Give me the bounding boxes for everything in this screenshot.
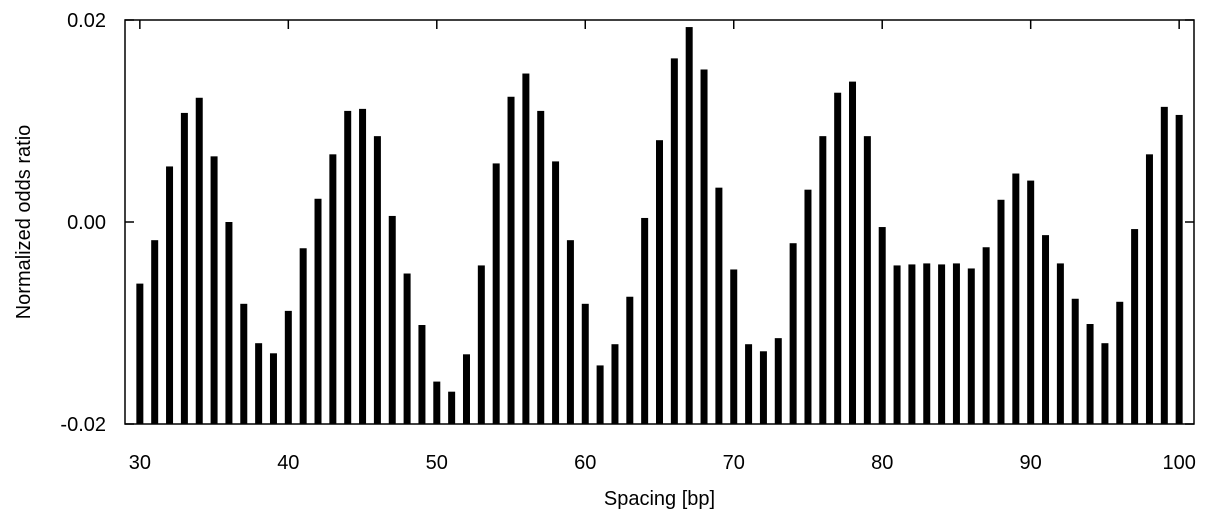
x-axis-title: Spacing [bp]: [604, 488, 715, 510]
bar-55: [507, 96, 515, 424]
bar-81: [893, 265, 901, 424]
bar-86: [967, 268, 975, 424]
bar-74: [789, 243, 797, 424]
bar-34: [195, 97, 203, 425]
bar-65: [656, 140, 663, 424]
bar-73: [774, 338, 782, 424]
bar-64: [641, 217, 649, 424]
bar-96: [1116, 301, 1124, 424]
bar-62: [611, 344, 619, 424]
bar-40: [284, 310, 292, 424]
bar-46: [373, 136, 381, 424]
y-axis-title: Normalized odds ratio: [13, 125, 35, 320]
bar-53: [477, 265, 485, 424]
x-tick-label-80: 80: [871, 452, 893, 474]
bar-89: [1012, 173, 1020, 424]
bar-83: [923, 263, 931, 424]
bar-77: [834, 92, 842, 424]
bar-85: [952, 263, 960, 424]
bar-41: [299, 248, 307, 424]
bar-69: [715, 187, 723, 424]
bar-70: [730, 269, 738, 424]
bar-38: [255, 343, 263, 424]
bar-42: [314, 198, 322, 424]
bar-48: [403, 273, 411, 424]
bar-68: [700, 69, 708, 425]
bar-35: [210, 156, 218, 424]
bar-30: [136, 283, 144, 424]
bar-50: [433, 381, 441, 424]
bars-group: [136, 27, 1183, 425]
bar-84: [938, 264, 946, 424]
bar-52: [462, 354, 470, 424]
y-tick-label-1: 0.00: [67, 212, 106, 234]
bar-97: [1131, 229, 1139, 424]
bar-31: [151, 240, 159, 424]
bar-58: [552, 161, 560, 424]
x-tick-label-30: 30: [129, 452, 151, 474]
bar-78: [849, 81, 857, 425]
bar-44: [344, 110, 352, 425]
tick-labels-group: 30 40 50 60 70 80 90 100 -0.02 0.00 0.02: [60, 10, 1195, 474]
bar-45: [359, 108, 367, 424]
x-tick-label-60: 60: [574, 452, 596, 474]
bar-60: [581, 303, 589, 424]
bar-98: [1145, 154, 1153, 424]
bar-99: [1160, 106, 1168, 425]
bar-72: [759, 351, 767, 424]
bar-32: [166, 166, 174, 424]
bar-90: [1027, 180, 1035, 424]
bar-94: [1086, 324, 1094, 424]
bar-39: [269, 353, 277, 424]
x-tick-label-100: 100: [1162, 452, 1195, 474]
y-tick-label-2: 0.02: [67, 10, 106, 32]
bar-43: [329, 154, 337, 424]
x-tick-label-70: 70: [723, 452, 745, 474]
bar-71: [745, 344, 753, 424]
bar-47: [388, 215, 396, 424]
bar-76: [819, 136, 827, 424]
bar-67: [685, 27, 693, 424]
bar-36: [225, 222, 233, 424]
x-tick-label-50: 50: [426, 452, 448, 474]
bar-79: [863, 136, 871, 424]
bar-92: [1056, 263, 1064, 424]
bar-66: [670, 58, 678, 424]
bar-49: [418, 325, 426, 424]
bar-87: [982, 247, 990, 424]
y-tick-label-0: -0.02: [60, 414, 106, 436]
bar-57: [537, 110, 545, 425]
bar-59: [566, 240, 574, 424]
bar-54: [492, 163, 500, 425]
bar-91: [1042, 235, 1050, 424]
bar-82: [908, 264, 916, 424]
bar-51: [448, 391, 456, 424]
bar-80: [878, 227, 886, 424]
x-tick-label-90: 90: [1020, 452, 1042, 474]
bar-37: [240, 303, 248, 424]
bar-75: [804, 189, 812, 424]
x-tick-label-40: 40: [277, 452, 299, 474]
bar-33: [180, 112, 188, 425]
bar-56: [522, 73, 530, 424]
bar-93: [1071, 298, 1079, 424]
bar-61: [596, 365, 604, 424]
bar-63: [626, 296, 634, 424]
bar-95: [1101, 343, 1109, 424]
plot-frame: [124, 19, 1195, 425]
bar-88: [997, 199, 1005, 424]
bar-100: [1175, 114, 1183, 424]
